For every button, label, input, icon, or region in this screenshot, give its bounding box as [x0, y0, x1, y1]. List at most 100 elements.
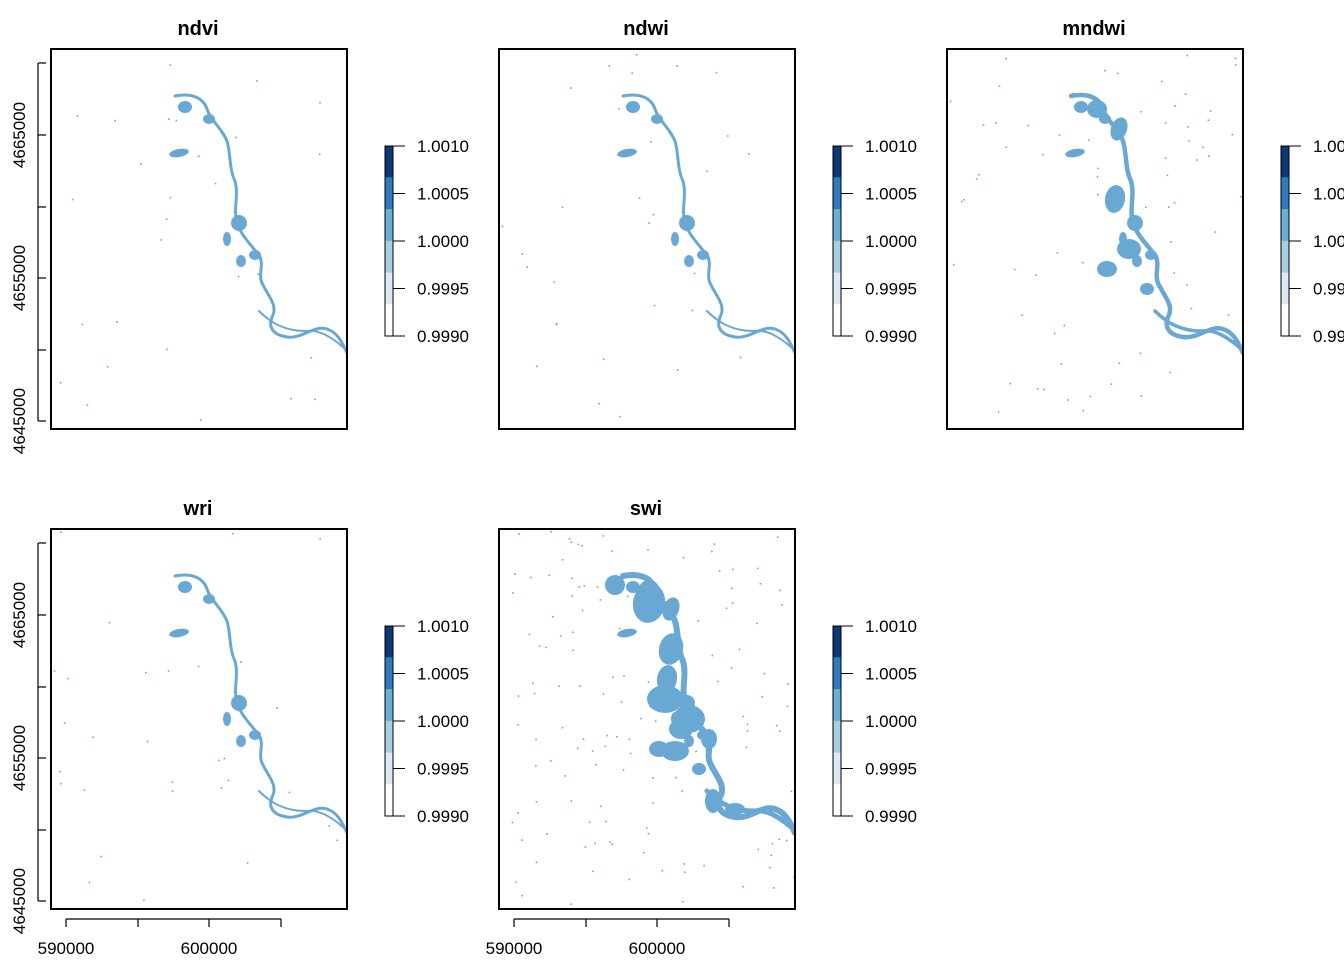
- water-pixel: [1116, 72, 1119, 75]
- water-body: [605, 575, 625, 595]
- water-pixel: [725, 607, 728, 610]
- water-pixel: [713, 808, 716, 811]
- water-pixel: [669, 641, 672, 644]
- water-pixel: [1202, 146, 1204, 149]
- raster-water: [949, 54, 1243, 413]
- water-pixel: [60, 531, 62, 534]
- x-tick-label: 590000: [38, 939, 95, 958]
- water-body: [662, 597, 680, 621]
- legend-band: [1281, 177, 1289, 210]
- water-pixel: [1190, 307, 1193, 310]
- water-pixel: [160, 239, 162, 241]
- water-pixel: [761, 696, 763, 698]
- water-pixel: [1207, 119, 1210, 121]
- water-pixel: [775, 724, 778, 727]
- water-body: [697, 250, 709, 260]
- river-branch: [706, 310, 792, 348]
- water-pixel: [92, 736, 94, 739]
- water-pixel: [995, 122, 997, 124]
- water-pixel: [1058, 134, 1061, 136]
- water-pixel: [220, 787, 223, 789]
- water-pixel: [757, 848, 760, 851]
- water-pixel: [197, 665, 200, 668]
- water-pixel: [763, 672, 766, 675]
- water-body: [671, 232, 679, 246]
- water-pixel: [975, 178, 978, 180]
- water-pixel: [511, 821, 514, 824]
- water-pixel: [83, 789, 86, 791]
- water-pixel: [652, 213, 655, 216]
- water-pixel: [319, 538, 321, 540]
- water-pixel: [647, 681, 650, 683]
- water-pixel: [571, 577, 573, 579]
- water-pixel: [276, 707, 278, 709]
- water-pixel: [628, 878, 631, 881]
- legend-band: [385, 626, 393, 658]
- water-pixel: [1005, 146, 1007, 148]
- water-pixel: [746, 723, 749, 726]
- water-pixel: [602, 358, 605, 361]
- water-body: [236, 255, 246, 267]
- legend-band: [385, 209, 393, 241]
- water-pixel: [257, 273, 259, 275]
- water-pixel: [1169, 371, 1171, 374]
- legend-colorbar: 1.0010 1.0005 1.0000 0.9995 0.9990: [384, 617, 469, 826]
- water-pixel: [570, 541, 573, 543]
- water-pixel: [748, 153, 750, 155]
- water-pixel: [1036, 388, 1039, 390]
- water-pixel: [1060, 363, 1063, 365]
- water-body: [673, 705, 705, 733]
- water-pixel: [697, 620, 700, 622]
- water-pixel: [169, 64, 172, 66]
- legend-band: [1281, 209, 1289, 241]
- legend-label: 1.0005: [865, 665, 917, 684]
- legend-band: [385, 146, 393, 178]
- water-pixel: [1140, 110, 1142, 113]
- x-tick-label: 600000: [181, 939, 238, 958]
- water-pixel: [652, 777, 654, 779]
- legend-band: [385, 657, 393, 690]
- water-pixel: [512, 592, 514, 594]
- water-pixel: [538, 645, 541, 647]
- water-pixel: [693, 272, 696, 275]
- water-pixel: [682, 900, 684, 903]
- water-pixel: [214, 182, 217, 185]
- water-pixel: [501, 225, 504, 227]
- water-pixel: [60, 782, 62, 785]
- water-pixel: [536, 365, 538, 368]
- legend-colorbar: 1.0010 1.0005 1.0000 0.9995 0.9990: [832, 137, 917, 346]
- water-pixel: [246, 862, 249, 864]
- water-pixel: [785, 839, 788, 842]
- water-body: [684, 735, 694, 747]
- panel-title: mndwi: [1062, 18, 1125, 40]
- water-pixel: [550, 530, 552, 533]
- water-pixel: [546, 833, 548, 835]
- water-pixel: [606, 734, 608, 737]
- panel-frame: [946, 48, 1244, 430]
- water-pixel: [647, 832, 650, 835]
- legend-label: 1.0010: [1313, 137, 1344, 156]
- water-pixel: [648, 222, 650, 224]
- water-pixel: [675, 776, 677, 779]
- water-body: [647, 685, 683, 713]
- water-pixel: [618, 627, 621, 630]
- water-pixel: [288, 791, 291, 794]
- legend-label: 1.0010: [865, 617, 917, 636]
- legend-band: [385, 784, 393, 816]
- water-body: [1065, 148, 1085, 158]
- water-pixel: [591, 750, 594, 752]
- water-pixel: [314, 398, 316, 401]
- water-pixel: [978, 173, 980, 176]
- river-water: [621, 93, 795, 355]
- water-pixel: [561, 726, 564, 729]
- water-pixel: [260, 278, 263, 280]
- water-pixel: [619, 415, 621, 418]
- water-pixel: [746, 730, 749, 732]
- water-pixel: [140, 163, 142, 165]
- water-body: [679, 215, 695, 231]
- water-pixel: [1184, 93, 1187, 95]
- legend-label: 1.0000: [417, 232, 469, 251]
- water-pixel: [781, 604, 783, 606]
- legend-colorbar: 1.0010 1.0005 1.0000 0.9995 0.9990: [1280, 137, 1344, 346]
